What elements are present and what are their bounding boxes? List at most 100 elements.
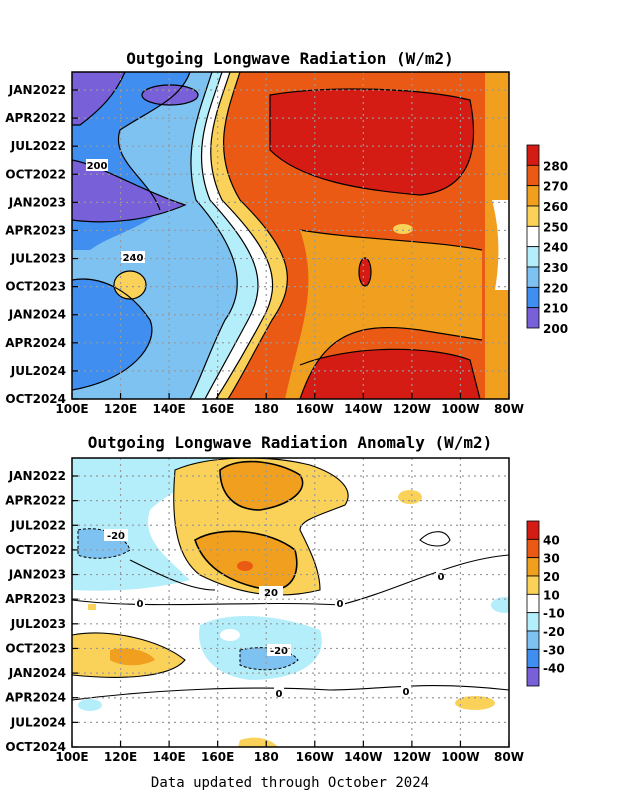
bottom-colorbar-label-4: -10 (543, 607, 565, 621)
top-contours (72, 72, 483, 399)
top-colorbar-swatch-6 (526, 266, 540, 288)
top-colorbar-swatch-1 (526, 164, 540, 187)
top-spot-250 (393, 224, 413, 234)
top-y-tick-11: OCT2024 (5, 392, 66, 406)
bottom-x-tick-9: 80W (494, 750, 524, 764)
bottom-grid (72, 458, 509, 747)
bottom-pos10-tiny (88, 604, 96, 610)
bottom-y-tick-11: OCT2024 (5, 740, 66, 754)
bottom-y-tick-0: JAN2022 (8, 469, 66, 483)
top-x-tick-9: 80W (494, 402, 524, 416)
bottom-y-tick-4: JAN2023 (8, 568, 66, 582)
top-y-tick-4: JAN2023 (8, 195, 66, 209)
bottom-x-tick-6: 140W (344, 750, 382, 764)
bottom-contour-labels: -20 20 0 0 0 -20 0 0 (104, 529, 446, 700)
top-y-axis: JAN2022 APR2022 JUL2022 OCT2022 JAN2023 APR20… (5, 83, 78, 406)
bottom-white-hole (220, 629, 240, 641)
bottom-contour-label-7: 0 (276, 689, 283, 700)
top-y-tick-8: JAN2024 (8, 308, 66, 322)
top-colorbar-swatch-3 (526, 205, 540, 227)
bottom-pos10-s (238, 737, 278, 747)
bottom-colorbar-swatch-4 (526, 593, 540, 614)
top-y-tick-10: JUL2024 (10, 364, 66, 378)
bottom-contour-label-6: -20 (270, 646, 288, 657)
bottom-colorbar: 40 30 20 10 -10 -20 -30 -40 (526, 520, 565, 687)
bottom-colorbar-label-5: -20 (543, 625, 565, 639)
bottom-contour-label-4: 0 (337, 599, 344, 610)
bottom-pos20-west (110, 648, 155, 666)
bottom-colorbar-label-2: 20 (543, 570, 560, 584)
top-chart-title: Outgoing Longwave Radiation (W/m2) (126, 49, 454, 68)
top-y-tick-0: JAN2022 (8, 83, 66, 97)
top-band-210b (72, 279, 152, 390)
top-colorbar-label-2: 260 (543, 200, 568, 214)
top-east-white (492, 200, 509, 290)
top-colorbar-label-8: 200 (543, 322, 568, 336)
top-y-tick-7: OCT2023 (5, 280, 66, 294)
bottom-contour-label-8: 0 (403, 687, 410, 698)
bottom-neg10-sw (78, 699, 102, 711)
top-plot-frame (71, 71, 510, 400)
bottom-colorbar-swatch-0 (526, 520, 540, 540)
top-colorbar-swatch-2 (526, 185, 540, 207)
top-y-tick-3: OCT2022 (5, 167, 66, 181)
bottom-x-tick-2: 140E (152, 750, 185, 764)
top-x-axis: 100E 120E 140E 160E 180 160W 140W 120W 100W 80W (55, 393, 524, 416)
bottom-colorbar-label-7: -40 (543, 662, 565, 676)
bottom-x-tick-3: 160E (201, 750, 234, 764)
bottom-x-tick-0: 100E (55, 750, 88, 764)
top-band-260 (285, 230, 482, 399)
top-colorbar-swatch-7 (526, 286, 540, 309)
top-colorbar-label-7: 210 (543, 302, 568, 316)
top-colorbar-swatch-0 (526, 144, 540, 166)
top-y-tick-9: APR2024 (5, 336, 66, 350)
top-x-tick-8: 100W (441, 402, 479, 416)
bottom-pos30 (237, 561, 253, 571)
top-y-tick-1: APR2022 (5, 111, 66, 125)
top-colorbar-label-3: 250 (543, 220, 568, 234)
bottom-colorbar-swatch-7 (526, 648, 540, 669)
bottom-colorbar-swatch-5 (526, 612, 540, 632)
top-colorbar-swatch-8 (526, 307, 540, 329)
top-contour-label-200: 200 (87, 161, 108, 172)
bottom-x-tick-7: 120W (393, 750, 431, 764)
top-colorbar-swatch-4 (526, 225, 540, 248)
top-y-tick-2: JUL2022 (10, 139, 66, 153)
bottom-dashed-contours (77, 528, 299, 671)
top-y-tick-6: JUL2023 (10, 252, 66, 266)
bottom-colorbar-label-3: 10 (543, 588, 560, 602)
top-colorbar-label-6: 220 (543, 281, 568, 295)
bottom-pos10-e2 (455, 696, 495, 710)
bottom-chart-title: Outgoing Longwave Radiation Anomaly (W/m… (88, 433, 493, 452)
bottom-contour-label-2: 20 (264, 588, 278, 599)
top-colorbar-label-1: 270 (543, 180, 568, 194)
bottom-y-tick-3: OCT2022 (5, 543, 66, 557)
bottom-colorbar-label-6: -30 (543, 643, 565, 657)
bottom-pos10-e1 (398, 490, 422, 504)
top-colorbar-label-4: 240 (543, 241, 568, 255)
bottom-x-tick-5: 160W (296, 750, 334, 764)
bottom-contour-label-3: 0 (438, 572, 445, 583)
bottom-pos20-a (220, 461, 303, 510)
footer-note: Data updated through October 2024 (151, 775, 429, 791)
bottom-colorbar-swatch-6 (526, 630, 540, 650)
top-x-tick-6: 140W (344, 402, 382, 416)
bottom-colorbar-swatch-8 (526, 667, 540, 687)
bottom-x-tick-8: 100W (441, 750, 479, 764)
top-heatmap-field (72, 72, 509, 399)
bottom-x-tick-4: 180 (254, 750, 279, 764)
bottom-colorbar-swatch-1 (526, 538, 540, 559)
bottom-y-tick-5: APR2023 (5, 592, 66, 606)
bottom-contour-label-5: 0 (137, 599, 144, 610)
top-colorbar-swatch-5 (526, 246, 540, 268)
top-x-tick-1: 120E (104, 402, 137, 416)
top-grid (72, 72, 509, 399)
top-band-200a (72, 72, 125, 125)
top-band-280a (270, 88, 474, 195)
top-band-200b (72, 160, 185, 222)
bottom-colorbar-swatch-3 (526, 575, 540, 595)
bottom-y-tick-10: JUL2024 (10, 715, 66, 729)
bottom-contour-label-1: -20 (107, 531, 125, 542)
bottom-y-tick-9: APR2024 (5, 691, 66, 705)
